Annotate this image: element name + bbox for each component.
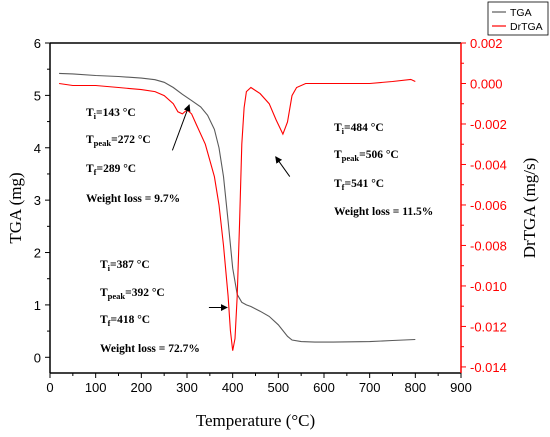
x-tick-label: 300 [176, 380, 198, 395]
y2-tick-label: -0.004 [470, 157, 507, 172]
y2-tick-label: 0.000 [470, 76, 503, 91]
y-tick-label: 5 [34, 88, 41, 103]
y-tick-label: 2 [34, 246, 41, 261]
annotation-arrow [275, 156, 291, 177]
y2-tick-label: -0.012 [470, 319, 507, 334]
annotation-line: Tf=541 °C [334, 178, 384, 192]
annotation-line: Tpeak=392 °C [100, 287, 165, 301]
y2-tick-label: -0.014 [470, 360, 507, 375]
legend: TGA DrTGA [487, 1, 549, 36]
x-tick-label: 500 [267, 380, 289, 395]
annotation-line: Weight loss = 72.7% [100, 343, 200, 355]
y2-tick-label: 0.002 [470, 36, 503, 51]
tga-series-line [59, 72, 416, 343]
legend-box [487, 1, 549, 36]
series-layer [59, 72, 416, 351]
y-tick-label: 0 [34, 350, 41, 365]
y-tick-label: 6 [34, 36, 41, 51]
y-axis-title: TGA (mg) [6, 172, 25, 243]
y2-tick-label: -0.006 [470, 198, 507, 213]
annotation-line: Weight loss = 11.5% [334, 206, 433, 218]
x-tick-label: 600 [313, 380, 335, 395]
y2-tick-label: -0.008 [470, 238, 507, 253]
drtga-series-line [59, 78, 416, 351]
y-tick-label: 3 [34, 193, 41, 208]
axes: 0 100 200 300 400 500 600 700 800 900 0 1 2 3 4 5 6 0.002… [34, 36, 507, 395]
y2-tick-label: -0.002 [470, 117, 507, 132]
y-tick-label: 1 [34, 298, 41, 313]
x-tick-label: 700 [359, 380, 381, 395]
annotation-line: Ti=143 °C [86, 107, 136, 121]
annotation-block: Ti=143 °C Tpeak=272 °C Tf=289 °C Weight los… [86, 107, 180, 205]
annotation-line: Tf=418 °C [100, 314, 150, 328]
x-tick-label: 400 [222, 380, 244, 395]
annotation-line: Tpeak=272 °C [86, 134, 151, 148]
x-tick-label: 0 [46, 380, 53, 395]
x-tick-label: 100 [85, 380, 107, 395]
annotation-layer: Ti=143 °C Tpeak=272 °C Tf=289 °C Weight los… [86, 104, 433, 355]
annotation-block: Ti=387 °C Tpeak=392 °C Tf=418 °C Weight los… [100, 259, 200, 355]
legend-entry: DrTGA [510, 21, 543, 33]
annotation-line: Ti=387 °C [100, 259, 150, 273]
annotation-arrow [171, 104, 191, 151]
y2-tick-label: -0.010 [470, 279, 507, 294]
x-tick-label: 900 [450, 380, 472, 395]
annotation-line: Tpeak=506 °C [334, 149, 399, 163]
y-tick-label: 4 [34, 141, 41, 156]
x-tick-label: 200 [130, 380, 152, 395]
annotation-line: Ti=484 °C [334, 122, 384, 136]
annotation-block: Ti=484 °C Tpeak=506 °C Tf=541 °C Weight los… [334, 122, 433, 218]
annotation-line: Weight loss = 9.7% [86, 193, 180, 205]
x-tick-label: 800 [404, 380, 426, 395]
x-axis-title: Temperature (°C) [196, 411, 315, 430]
y2-axis-title: DrTGA (mg/s) [520, 158, 539, 259]
legend-entry: TGA [510, 7, 532, 19]
annotation-line: Tf=289 °C [86, 163, 136, 177]
